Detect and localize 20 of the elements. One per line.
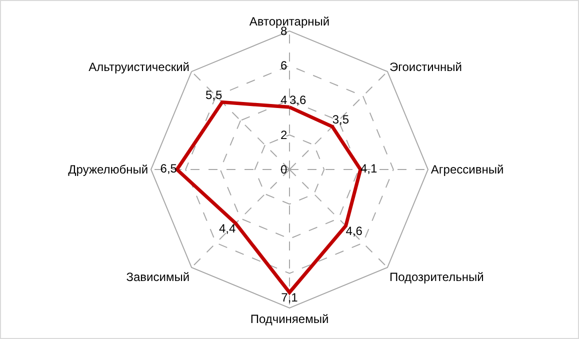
spoke-label: Агрессивный (430, 162, 504, 177)
data-label: 3,6 (290, 93, 307, 108)
data-label: 4,1 (360, 162, 378, 176)
spoke-label: Альтруистический (88, 60, 190, 74)
spoke-label: Эгоистичный (389, 60, 462, 74)
data-label: 5,5 (205, 88, 222, 102)
data-label: 7,1 (281, 290, 298, 304)
spoke-label: Зависимый (126, 270, 190, 284)
data-label: 6,5 (160, 162, 178, 176)
data-label: 3,5 (332, 112, 350, 127)
data-label: 4,4 (218, 221, 236, 236)
spoke-label: Авторитарный (249, 14, 330, 29)
y-tick-label: 2 (280, 128, 288, 142)
spoke-label: Подчиняемый (250, 312, 329, 326)
y-tick-label: 0 (280, 162, 288, 176)
spoke-label: Дружелюбный (68, 162, 148, 177)
spoke-label: Подозрительный (389, 270, 484, 284)
data-label: 4,6 (346, 224, 363, 238)
y-tick-label: 4 (280, 93, 288, 108)
y-tick-label: 6 (280, 58, 288, 73)
